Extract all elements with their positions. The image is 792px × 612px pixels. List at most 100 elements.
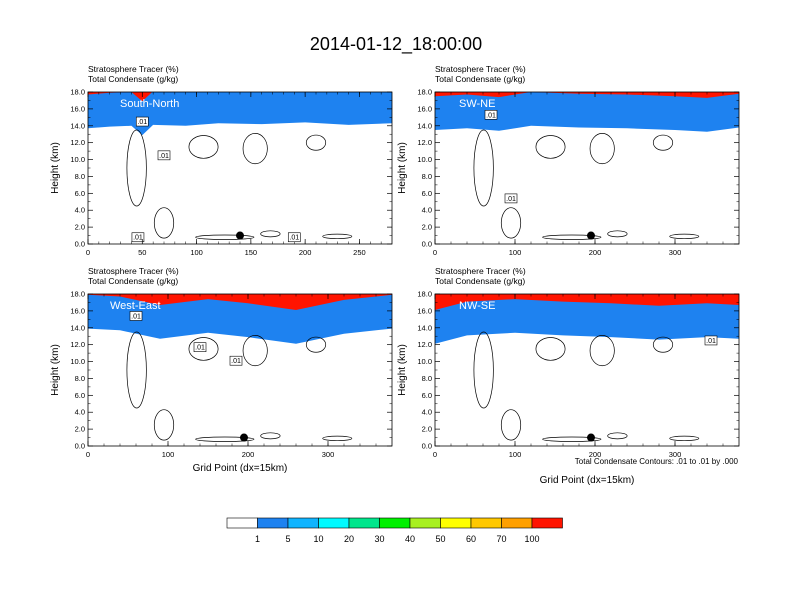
colorbar-label: 60 bbox=[466, 534, 476, 544]
contour-label-1: .01 bbox=[486, 112, 496, 119]
ytick-label: 4.0 bbox=[422, 206, 432, 215]
ytick-label: 10.0 bbox=[70, 155, 85, 164]
colorbar: 1 5 10 20 30 40 50 60 70 100 bbox=[226, 517, 563, 544]
contour-label-box-3 bbox=[229, 355, 243, 366]
xtick-label: 0 bbox=[433, 248, 437, 257]
ytick-label: 2.0 bbox=[422, 223, 432, 232]
condensate-contours bbox=[473, 331, 700, 442]
ytick-label: 2.0 bbox=[422, 425, 432, 434]
ytick-label: 0.0 bbox=[422, 240, 432, 249]
condensate-contour-3 bbox=[589, 335, 615, 367]
ytick-label: 10.0 bbox=[417, 357, 432, 366]
xtick-label: 50 bbox=[138, 248, 146, 257]
colorbar-box-10 bbox=[501, 517, 533, 529]
ytick-label: 12.0 bbox=[417, 340, 432, 349]
colorbar-box-7 bbox=[409, 517, 441, 529]
xtick-label: 300 bbox=[669, 450, 682, 459]
colorbar-label: 70 bbox=[496, 534, 506, 544]
colorbar-label: 10 bbox=[313, 534, 323, 544]
ytick-label: 0.0 bbox=[422, 442, 432, 451]
xtick-label: 150 bbox=[245, 248, 258, 257]
panel-label: West-East bbox=[110, 300, 161, 312]
tracer-field bbox=[435, 294, 739, 344]
panel-subtitle-tracer: Stratosphere Tracer (%) bbox=[435, 64, 526, 74]
y-axis-label: Height (km) bbox=[50, 142, 61, 194]
condensate-contour-3 bbox=[242, 133, 268, 165]
xtick-label: 200 bbox=[589, 248, 602, 257]
ytick-label: 0.0 bbox=[75, 442, 85, 451]
condensate-contour-5 bbox=[153, 409, 175, 441]
ytick-label: 2.0 bbox=[75, 425, 85, 434]
condensate-contour-3 bbox=[242, 335, 268, 367]
ytick-label: 12.0 bbox=[70, 340, 85, 349]
tracer-band-top bbox=[435, 294, 739, 310]
ytick-label: 4.0 bbox=[422, 408, 432, 417]
panel-subtitle-tracer: Stratosphere Tracer (%) bbox=[88, 266, 179, 276]
contour-label-3: .01 bbox=[133, 235, 143, 242]
tracer-band-11 bbox=[88, 294, 392, 344]
ytick-label: 10.0 bbox=[70, 357, 85, 366]
panel-4: Stratosphere Tracer (%)Total Condensate … bbox=[397, 266, 740, 486]
ytick-label: 0.0 bbox=[75, 240, 85, 249]
tracer-band-11 bbox=[88, 92, 392, 136]
panel-label: South-North bbox=[120, 98, 179, 110]
xtick-label: 100 bbox=[190, 248, 203, 257]
ytick-label: 10.0 bbox=[417, 155, 432, 164]
xtick-label: 100 bbox=[162, 450, 175, 459]
panel-3: Stratosphere Tracer (%)Total Condensate … bbox=[50, 266, 393, 474]
tracer-band-11 bbox=[435, 92, 739, 132]
xtick-label: 200 bbox=[242, 450, 255, 459]
condensate-contour-5 bbox=[153, 207, 175, 239]
ytick-label: 6.0 bbox=[75, 189, 85, 198]
xtick-label: 300 bbox=[669, 248, 682, 257]
contour-label-box-2 bbox=[193, 342, 207, 353]
colorbar-box-1 bbox=[226, 517, 258, 529]
condensate-contour-4 bbox=[652, 336, 674, 353]
condensate-contour-2 bbox=[188, 337, 219, 361]
xtick-label: 0 bbox=[86, 450, 90, 459]
tracer-band-11 bbox=[435, 294, 739, 344]
condensate-contour-3 bbox=[589, 133, 615, 165]
xtick-label: 250 bbox=[353, 248, 366, 257]
ytick-label: 18.0 bbox=[70, 88, 85, 97]
ytick-label: 12.0 bbox=[417, 138, 432, 147]
condensate-contour-4 bbox=[305, 336, 327, 353]
location-marker bbox=[587, 231, 595, 240]
ytick-label: 8.0 bbox=[75, 374, 85, 383]
panel-label: NW-SE bbox=[459, 300, 495, 312]
panels: Stratosphere Tracer (%)Total Condensate … bbox=[50, 64, 740, 486]
xtick-label: 0 bbox=[433, 450, 437, 459]
x-axis-label: Grid Point (dx=15km) bbox=[193, 463, 288, 474]
panel-subtitle-condensate: Total Condensate (g/kg) bbox=[435, 276, 525, 286]
condensate-contour-6 bbox=[260, 432, 281, 440]
xtick-label: 200 bbox=[299, 248, 312, 257]
colorbar-label: 40 bbox=[405, 534, 415, 544]
colorbar-label: 30 bbox=[374, 534, 384, 544]
y-axis-label: Height (km) bbox=[50, 344, 61, 396]
colorbar-box-9 bbox=[470, 517, 502, 529]
condensate-contours bbox=[126, 331, 353, 442]
x-axis-label: Grid Point (dx=15km) bbox=[540, 475, 635, 486]
panel-subtitle-condensate: Total Condensate (g/kg) bbox=[88, 74, 178, 84]
colorbar-label: 100 bbox=[524, 534, 539, 544]
tracer-field bbox=[435, 92, 739, 132]
ytick-label: 14.0 bbox=[70, 121, 85, 130]
ytick-label: 16.0 bbox=[417, 306, 432, 315]
condensate-contour-4 bbox=[305, 134, 327, 151]
contour-label-4: .01 bbox=[289, 235, 299, 242]
colorbar-box-11 bbox=[531, 517, 563, 529]
ytick-label: 8.0 bbox=[75, 172, 85, 181]
condensate-contour-6 bbox=[260, 230, 281, 238]
contour-label-1: .01 bbox=[137, 119, 147, 126]
tracer-band-top bbox=[435, 92, 739, 98]
ytick-label: 6.0 bbox=[422, 391, 432, 400]
condensate-contour-5 bbox=[500, 207, 522, 239]
condensate-contour-5 bbox=[500, 409, 522, 441]
y-axis-label: Height (km) bbox=[397, 344, 408, 396]
colorbar-box-3 bbox=[287, 517, 319, 529]
ytick-label: 8.0 bbox=[422, 374, 432, 383]
condensate-contour-1 bbox=[126, 129, 147, 207]
panel-subtitle-tracer: Stratosphere Tracer (%) bbox=[435, 266, 526, 276]
colorbar-label: 1 bbox=[255, 534, 260, 544]
panel-2: Stratosphere Tracer (%)Total Condensate … bbox=[397, 64, 740, 257]
